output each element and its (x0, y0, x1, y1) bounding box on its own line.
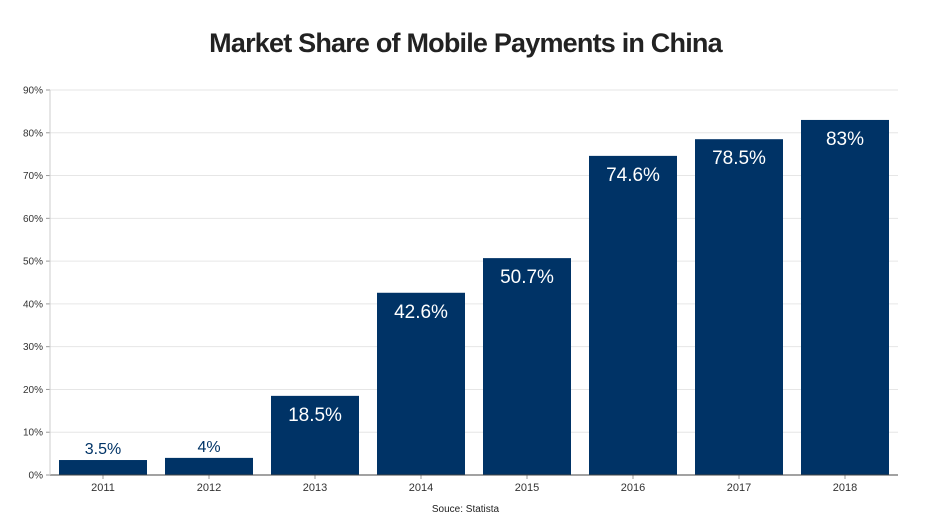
chart-title: Market Share of Mobile Payments in China (209, 28, 722, 58)
y-tick-label: 40% (23, 299, 43, 310)
data-label-2017: 78.5% (712, 148, 766, 169)
y-tick-label: 70% (23, 171, 43, 182)
bars (59, 119, 889, 475)
y-tick-label: 20% (23, 385, 43, 396)
data-label-2012: 4% (197, 439, 220, 456)
y-axis-ticks: 0% 10% 20% 30% 40% 50% 60% 70% 80% 90% (23, 86, 50, 482)
x-tick-label: 2014 (409, 482, 433, 494)
x-axis-ticks: 2011 2012 2013 2014 2015 2016 2017 2018 (91, 475, 857, 494)
bar-2018 (801, 119, 889, 475)
data-label-2018: 83% (826, 129, 864, 150)
x-tick-label: 2013 (303, 482, 327, 494)
x-tick-label: 2018 (833, 482, 857, 494)
y-tick-label: 80% (23, 128, 43, 139)
x-tick-label: 2016 (621, 482, 645, 494)
bar-2012 (165, 457, 253, 475)
y-tick-label: 0% (29, 471, 44, 482)
bar-2017 (695, 139, 783, 475)
y-tick-label: 60% (23, 214, 43, 225)
x-tick-label: 2012 (197, 482, 221, 494)
bar-2015 (483, 258, 571, 475)
bar-2014 (377, 292, 465, 475)
y-tick-label: 50% (23, 257, 43, 268)
x-tick-label: 2017 (727, 482, 751, 494)
x-tick-label: 2015 (515, 482, 539, 494)
data-label-2014: 42.6% (394, 302, 448, 323)
y-tick-label: 90% (23, 86, 43, 97)
data-label-2015: 50.7% (500, 267, 554, 288)
data-label-2016: 74.6% (606, 165, 660, 186)
bar-2016 (589, 155, 677, 475)
y-tick-label: 30% (23, 342, 43, 353)
source-note: Souce: Statista (431, 504, 500, 515)
x-tick-label: 2011 (91, 482, 115, 494)
data-label-2013: 18.5% (288, 405, 342, 426)
y-tick-label: 10% (23, 428, 43, 439)
bar-2011 (59, 460, 147, 475)
bar-2013 (271, 395, 359, 475)
data-labels: 3.5% 4% 18.5% 42.6% 50.7% 74.6% 78.5% 83% (85, 129, 864, 458)
data-label-2011: 3.5% (85, 441, 121, 458)
